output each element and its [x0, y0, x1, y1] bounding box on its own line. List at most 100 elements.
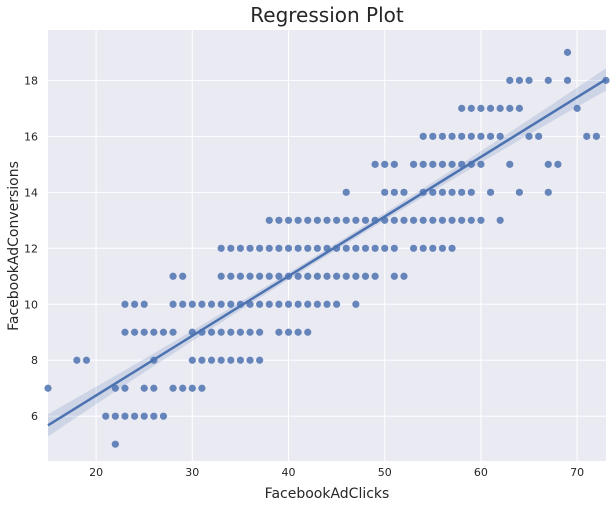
data-point	[592, 132, 600, 140]
data-point	[477, 132, 485, 140]
data-point	[246, 244, 254, 252]
y-tick-label: 16	[24, 130, 38, 143]
data-point	[246, 328, 254, 336]
data-point	[265, 300, 273, 308]
chart-title: Regression Plot	[250, 3, 404, 27]
data-point	[371, 244, 379, 252]
data-point	[381, 160, 389, 168]
data-point	[429, 160, 437, 168]
data-point	[227, 300, 235, 308]
data-point	[284, 328, 293, 336]
data-point	[265, 244, 273, 252]
data-point	[236, 356, 245, 364]
data-point	[73, 356, 81, 364]
data-point	[438, 188, 447, 196]
y-tick-label: 12	[24, 242, 38, 255]
y-tick-label: 14	[24, 186, 38, 199]
data-point	[304, 216, 312, 224]
y-tick-label: 18	[24, 74, 38, 87]
data-point	[371, 272, 379, 280]
data-point	[429, 216, 437, 224]
data-point	[313, 216, 321, 224]
data-point	[284, 244, 293, 252]
data-point	[313, 244, 321, 252]
data-point	[409, 244, 418, 252]
data-point	[419, 160, 427, 168]
data-point	[496, 216, 504, 224]
data-point	[467, 188, 475, 196]
x-tick-labels: 20 30 40 50 60 70	[89, 466, 584, 479]
data-point	[486, 104, 495, 112]
data-point	[304, 272, 312, 280]
x-tick-label: 40	[282, 466, 296, 479]
data-point	[150, 412, 158, 420]
data-point	[361, 216, 370, 224]
data-point	[573, 104, 581, 112]
data-point	[294, 216, 302, 224]
data-point	[284, 300, 293, 308]
data-point	[207, 328, 216, 336]
data-point	[179, 300, 187, 308]
data-point	[486, 188, 495, 196]
data-point	[294, 244, 302, 252]
data-point	[256, 272, 264, 280]
data-point	[111, 384, 119, 392]
data-point	[246, 272, 254, 280]
data-point	[438, 132, 447, 140]
data-point	[400, 188, 408, 196]
data-point	[544, 160, 552, 168]
data-point	[563, 76, 572, 84]
data-point	[236, 328, 245, 336]
data-point	[294, 328, 302, 336]
data-point	[150, 384, 158, 392]
data-point	[169, 328, 177, 336]
data-point	[381, 188, 389, 196]
data-point	[477, 160, 485, 168]
data-point	[429, 132, 437, 140]
data-point	[400, 272, 408, 280]
data-point	[323, 272, 331, 280]
data-point	[496, 104, 504, 112]
data-point	[217, 272, 225, 280]
data-point	[390, 188, 398, 196]
data-point	[419, 244, 427, 252]
data-point	[458, 216, 466, 224]
data-point	[477, 104, 485, 112]
data-point	[236, 272, 245, 280]
data-point	[256, 300, 264, 308]
data-point	[169, 384, 177, 392]
data-point	[390, 160, 398, 168]
x-tick-label: 20	[89, 466, 103, 479]
data-point	[448, 132, 456, 140]
data-point	[352, 272, 360, 280]
data-point	[265, 216, 273, 224]
data-point	[313, 300, 321, 308]
data-point	[313, 272, 321, 280]
data-point	[554, 160, 562, 168]
data-point	[159, 328, 168, 336]
data-point	[130, 328, 139, 336]
data-point	[198, 356, 206, 364]
data-point	[371, 160, 379, 168]
data-point	[121, 384, 129, 392]
data-point	[419, 132, 427, 140]
data-point	[448, 188, 456, 196]
data-point	[438, 244, 447, 252]
data-point	[207, 356, 216, 364]
data-point	[506, 160, 514, 168]
data-point	[294, 272, 302, 280]
data-point	[140, 328, 148, 336]
data-point	[409, 160, 418, 168]
data-point	[217, 300, 225, 308]
data-point	[198, 384, 206, 392]
data-point	[506, 104, 514, 112]
data-point	[121, 412, 129, 420]
data-point	[217, 244, 225, 252]
data-point	[130, 300, 139, 308]
data-point	[390, 272, 398, 280]
data-point	[294, 300, 302, 308]
data-point	[448, 244, 456, 252]
data-point	[188, 356, 196, 364]
data-point	[150, 328, 158, 336]
